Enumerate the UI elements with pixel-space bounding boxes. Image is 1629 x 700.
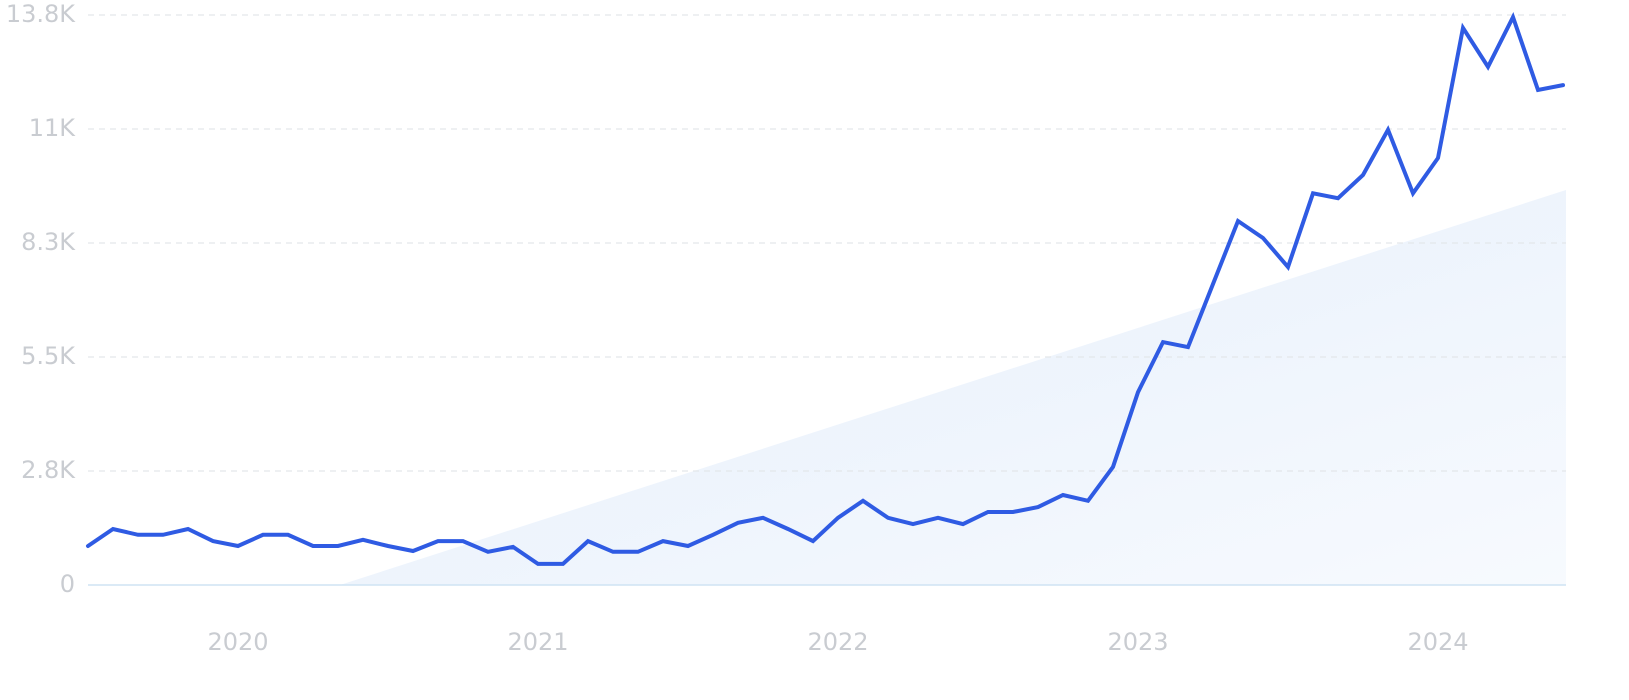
y-tick-label: 5.5K — [21, 342, 76, 370]
data-line — [86, 11, 1565, 566]
x-tick-label: 2024 — [1407, 628, 1468, 656]
x-tick-label: 2023 — [1107, 628, 1168, 656]
y-tick-label: 0 — [60, 570, 75, 598]
trend-area — [340, 190, 1566, 585]
y-tick-label: 2.8K — [21, 456, 76, 484]
y-tick-label: 8.3K — [21, 228, 76, 256]
x-tick-label: 2021 — [507, 628, 568, 656]
y-tick-label: 13.8K — [6, 0, 76, 28]
x-tick-label: 2022 — [807, 628, 868, 656]
x-tick-label: 2020 — [207, 628, 268, 656]
y-tick-label: 11K — [29, 114, 77, 142]
